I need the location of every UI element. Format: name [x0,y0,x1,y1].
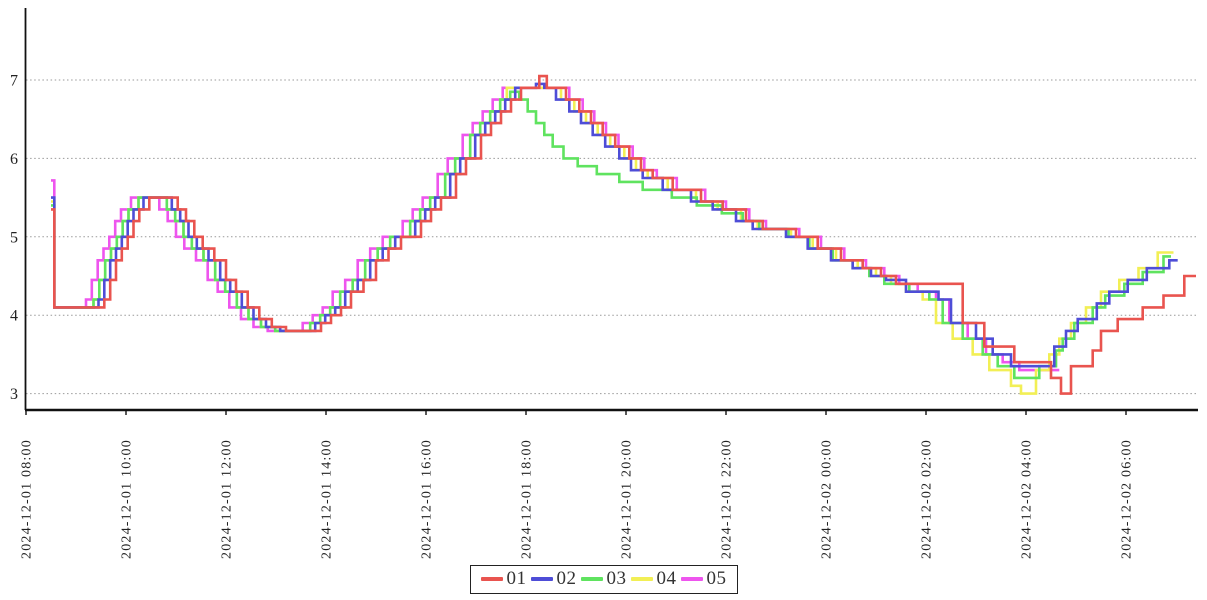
legend-item-03: 03 [580,568,627,590]
legend-label-01: 01 [506,568,527,589]
x-tick-label: 2024-12-02 02:00 [920,439,935,559]
x-tick-label: 2024-12-02 04:00 [1020,439,1035,559]
x-tick-label: 2024-12-01 14:00 [320,439,335,559]
x-tick-label: 2024-12-02 00:00 [820,439,835,559]
legend-swatch-01 [480,577,503,581]
legend-label-03: 03 [606,568,627,589]
x-tick-label: 2024-12-01 20:00 [620,439,635,559]
legend-label-04: 04 [656,568,677,589]
series-line-01 [51,74,1196,395]
legend-label-05: 05 [706,568,727,589]
x-tick-label: 2024-12-01 22:00 [720,439,735,559]
x-tick-label: 2024-12-01 12:00 [220,439,235,559]
legend-item-01: 01 [480,568,527,590]
legend-item-02: 02 [530,568,577,590]
x-tick-label: 2024-12-02 06:00 [1120,439,1135,559]
legend-swatch-02 [530,577,553,581]
legend-item-04: 04 [630,568,677,590]
legend-item-05: 05 [680,568,727,590]
legend-swatch-05 [680,577,703,581]
series-line-03 [51,90,1171,380]
x-tick-label: 2024-12-01 18:00 [520,439,535,559]
legend-label-02: 02 [556,568,577,589]
chart-legend: 01 02 03 04 05 [469,565,738,594]
y-tick-label: 5 [10,229,18,246]
series-line-02 [51,82,1178,368]
y-tick-label: 4 [10,308,18,325]
x-tick-label: 2024-12-01 16:00 [420,439,435,559]
legend-swatch-03 [580,577,603,581]
y-tick-label: 3 [10,386,18,403]
y-tick-label: 6 [10,151,18,168]
y-tick-label: 7 [10,73,18,90]
legend-swatch-04 [630,577,653,581]
x-tick-label: 2024-12-01 08:00 [20,439,35,559]
series-line-05 [51,86,1060,372]
x-tick-label: 2024-12-01 10:00 [120,439,135,559]
